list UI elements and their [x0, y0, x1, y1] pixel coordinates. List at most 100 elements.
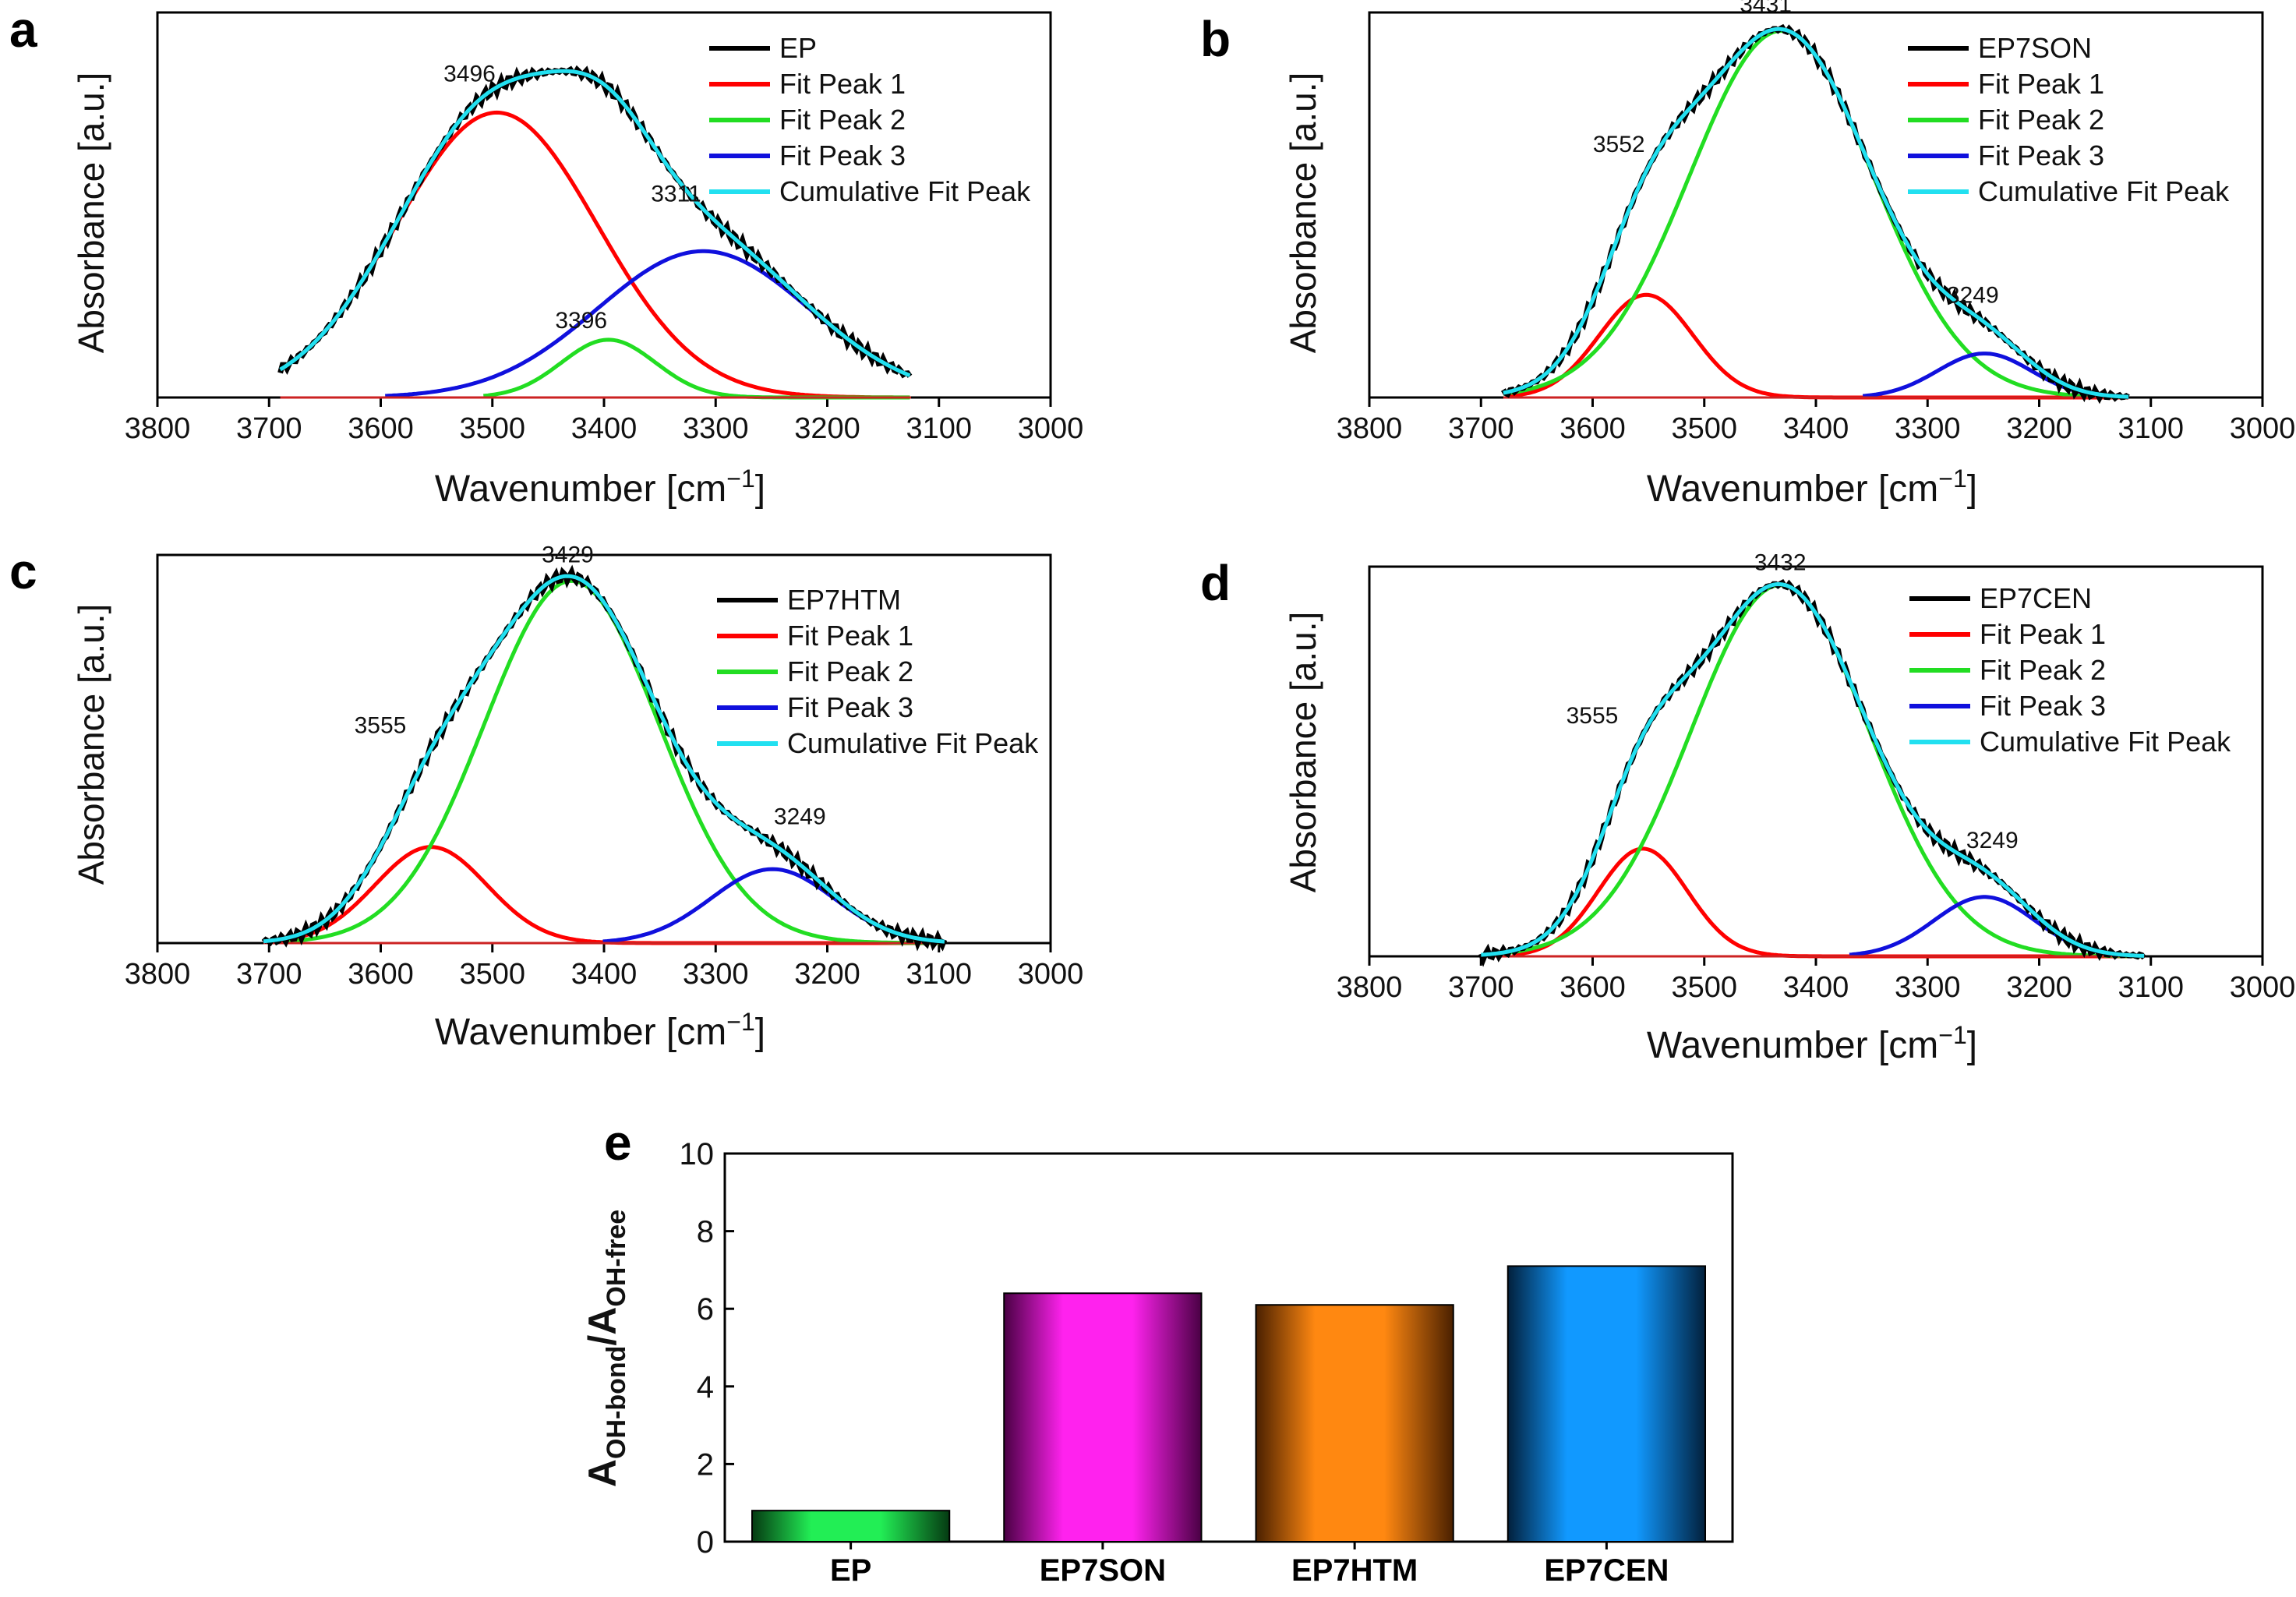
- xlabel-b-sup: −1: [1938, 465, 1966, 493]
- x-tick-label-c-3: 3500: [459, 958, 525, 991]
- panel-b: b 3800 3700 3600 3500 3400 3300 3200 3100 3000 35…: [1200, 0, 2295, 510]
- x-tick-label-c-7: 3100: [906, 958, 972, 991]
- legend-entry-c-4: Cumulative Fit Peak: [787, 727, 1039, 759]
- panel-letter-d: d: [1200, 555, 1231, 611]
- peak-label-a-3: 3311: [651, 182, 701, 207]
- xlabel-d: Wavenumber [cm−1]: [1647, 1021, 1977, 1066]
- peak-label-d-1: 3555: [1567, 703, 1619, 729]
- bar-ep7son: [1003, 1292, 1203, 1543]
- plot-c: 3800 3700 3600 3500 3400 3300 3200 3100 3000 3555…: [125, 542, 1084, 991]
- ylabel-e: AOH-bond/AOH-free: [581, 1210, 631, 1487]
- category-label-ep7htm: EP7HTM: [1291, 1553, 1418, 1588]
- ylabel-d: Absorbance [a.u.]: [1283, 612, 1323, 893]
- panel-letter-a: a: [9, 2, 37, 58]
- bar-ep: [751, 1510, 951, 1543]
- ylabel-b: Absorbance [a.u.]: [1283, 72, 1323, 354]
- xlabel-d-sup: −1: [1938, 1021, 1966, 1049]
- ylabel-e-a: A: [581, 1459, 624, 1487]
- plot-e: 0 2 4 6 8 10 EP EP7SON EP7HTM EP7CEN: [680, 1137, 1734, 1588]
- x-tick-label-d-5: 3300: [1895, 971, 1961, 1004]
- xlabel-a-sup: −1: [726, 465, 754, 493]
- x-tick-label-b-1: 3700: [1448, 412, 1514, 445]
- cumulative-fit-line-a: [279, 69, 911, 378]
- x-tick-label-d-8: 3000: [2230, 971, 2296, 1004]
- xlabel-b-end: ]: [1967, 468, 1977, 510]
- x-tick-label-d-1: 3700: [1448, 971, 1514, 1004]
- panel-c: c 3800 3700 3600 3500 3400 3300 3200 3100 3000 35…: [9, 542, 1083, 1053]
- category-label-ep: EP: [830, 1553, 871, 1588]
- legend-entry-c-2: Fit Peak 2: [787, 655, 913, 687]
- x-tick-label-d-0: 3800: [1337, 971, 1403, 1004]
- legend-entry-a-4: Cumulative Fit Peak: [779, 175, 1031, 207]
- legend-entry-b-2: Fit Peak 2: [1978, 104, 2104, 136]
- plot-b: 3800 3700 3600 3500 3400 3300 3200 3100 3000 3552…: [1337, 0, 2296, 445]
- x-tick-label-b-3: 3500: [1671, 412, 1737, 445]
- xlabel-d-main: Wavenumber [cm: [1647, 1025, 1938, 1066]
- peak-label-c-1: 3555: [355, 713, 407, 739]
- y-tick-label-e-0: 0: [697, 1525, 714, 1560]
- plot-frame-d: [1368, 565, 2264, 958]
- x-tick-label-b-0: 3800: [1337, 412, 1403, 445]
- xlabel-c-end: ]: [755, 1012, 765, 1053]
- panel-letter-b: b: [1200, 11, 1231, 67]
- x-tick-label-a-5: 3300: [683, 412, 749, 445]
- legend-entry-b-4: Cumulative Fit Peak: [1978, 175, 2230, 207]
- cumulative-fit-line-b: [1503, 26, 2129, 399]
- x-tick-label-b-7: 3100: [2118, 412, 2184, 445]
- peak-label-d-3: 3249: [1966, 828, 2019, 853]
- x-tick-label-a-7: 3100: [906, 412, 972, 445]
- peak-label-b-1: 3552: [1593, 132, 1645, 157]
- legend-entry-a-0: EP: [779, 32, 817, 64]
- xlabel-b-main: Wavenumber [cm: [1647, 468, 1938, 510]
- x-tick-label-c-8: 3000: [1018, 958, 1084, 991]
- y-tick-label-e-2: 4: [697, 1370, 714, 1404]
- x-tick-label-c-1: 3700: [236, 958, 302, 991]
- bar-ep7htm: [1255, 1304, 1454, 1542]
- peak-label-a-2: 3396: [555, 308, 607, 334]
- x-tick-label-c-0: 3800: [125, 958, 191, 991]
- ylabel-e-sub2: OH-free: [602, 1210, 631, 1307]
- legend-entry-a-1: Fit Peak 1: [779, 68, 906, 100]
- x-tick-label-a-6: 3200: [794, 412, 860, 445]
- x-tick-label-a-8: 3000: [1018, 412, 1084, 445]
- legend-entry-d-1: Fit Peak 1: [1980, 618, 2106, 650]
- panel-a: a 3800 3700 3600 3500 3400 3300 3200 3100 3000 34…: [9, 2, 1083, 510]
- x-tick-label-c-6: 3200: [794, 958, 860, 991]
- x-tick-label-a-4: 3400: [571, 412, 638, 445]
- category-label-ep7son: EP7SON: [1040, 1553, 1166, 1588]
- legend-entry-d-0: EP7CEN: [1980, 582, 2092, 614]
- x-tick-label-b-5: 3300: [1895, 412, 1961, 445]
- xlabel-a-main: Wavenumber [cm: [435, 468, 726, 510]
- x-tick-label-d-7: 3100: [2118, 971, 2184, 1004]
- x-tick-label-b-2: 3600: [1560, 412, 1626, 445]
- legend-entry-a-2: Fit Peak 2: [779, 104, 906, 136]
- xlabel-d-end: ]: [1967, 1025, 1977, 1066]
- x-tick-label-a-2: 3600: [348, 412, 414, 445]
- y-tick-label-e-3: 6: [697, 1292, 714, 1327]
- xlabel-a-end: ]: [755, 468, 765, 510]
- plot-frame-e: [723, 1152, 1734, 1543]
- panel-letter-c: c: [9, 543, 37, 599]
- x-tick-label-b-8: 3000: [2230, 412, 2296, 445]
- cumulative-fit-line-d: [1481, 581, 2145, 958]
- legend-entry-d-2: Fit Peak 2: [1980, 654, 2106, 686]
- x-tick-label-c-2: 3600: [348, 958, 414, 991]
- ylabel-a: Absorbance [a.u.]: [71, 72, 111, 354]
- panel-d: d 3800 3700 3600 3500 3400 3300 3200 3100 3000 35…: [1200, 550, 2295, 1066]
- legend-entry-c-3: Fit Peak 3: [787, 691, 913, 723]
- y-tick-label-e-5: 10: [680, 1137, 715, 1171]
- peak-label-b-2: 3431: [1740, 0, 1792, 17]
- cumulative-fit-line-c: [263, 574, 945, 944]
- x-tick-label-c-5: 3300: [683, 958, 749, 991]
- legend-entry-b-3: Fit Peak 3: [1978, 140, 2104, 171]
- x-tick-label-d-4: 3400: [1783, 971, 1849, 1004]
- x-tick-label-d-3: 3500: [1671, 971, 1737, 1004]
- fit-peak-3-line-d: [1849, 895, 2145, 958]
- x-tick-label-b-6: 3200: [2006, 412, 2072, 445]
- peak-label-c-3: 3249: [774, 804, 826, 830]
- peak-label-c-2: 3429: [542, 542, 594, 568]
- xlabel-c-sup: −1: [726, 1008, 754, 1036]
- x-tick-label-a-0: 3800: [125, 412, 191, 445]
- x-tick-label-d-2: 3600: [1560, 971, 1626, 1004]
